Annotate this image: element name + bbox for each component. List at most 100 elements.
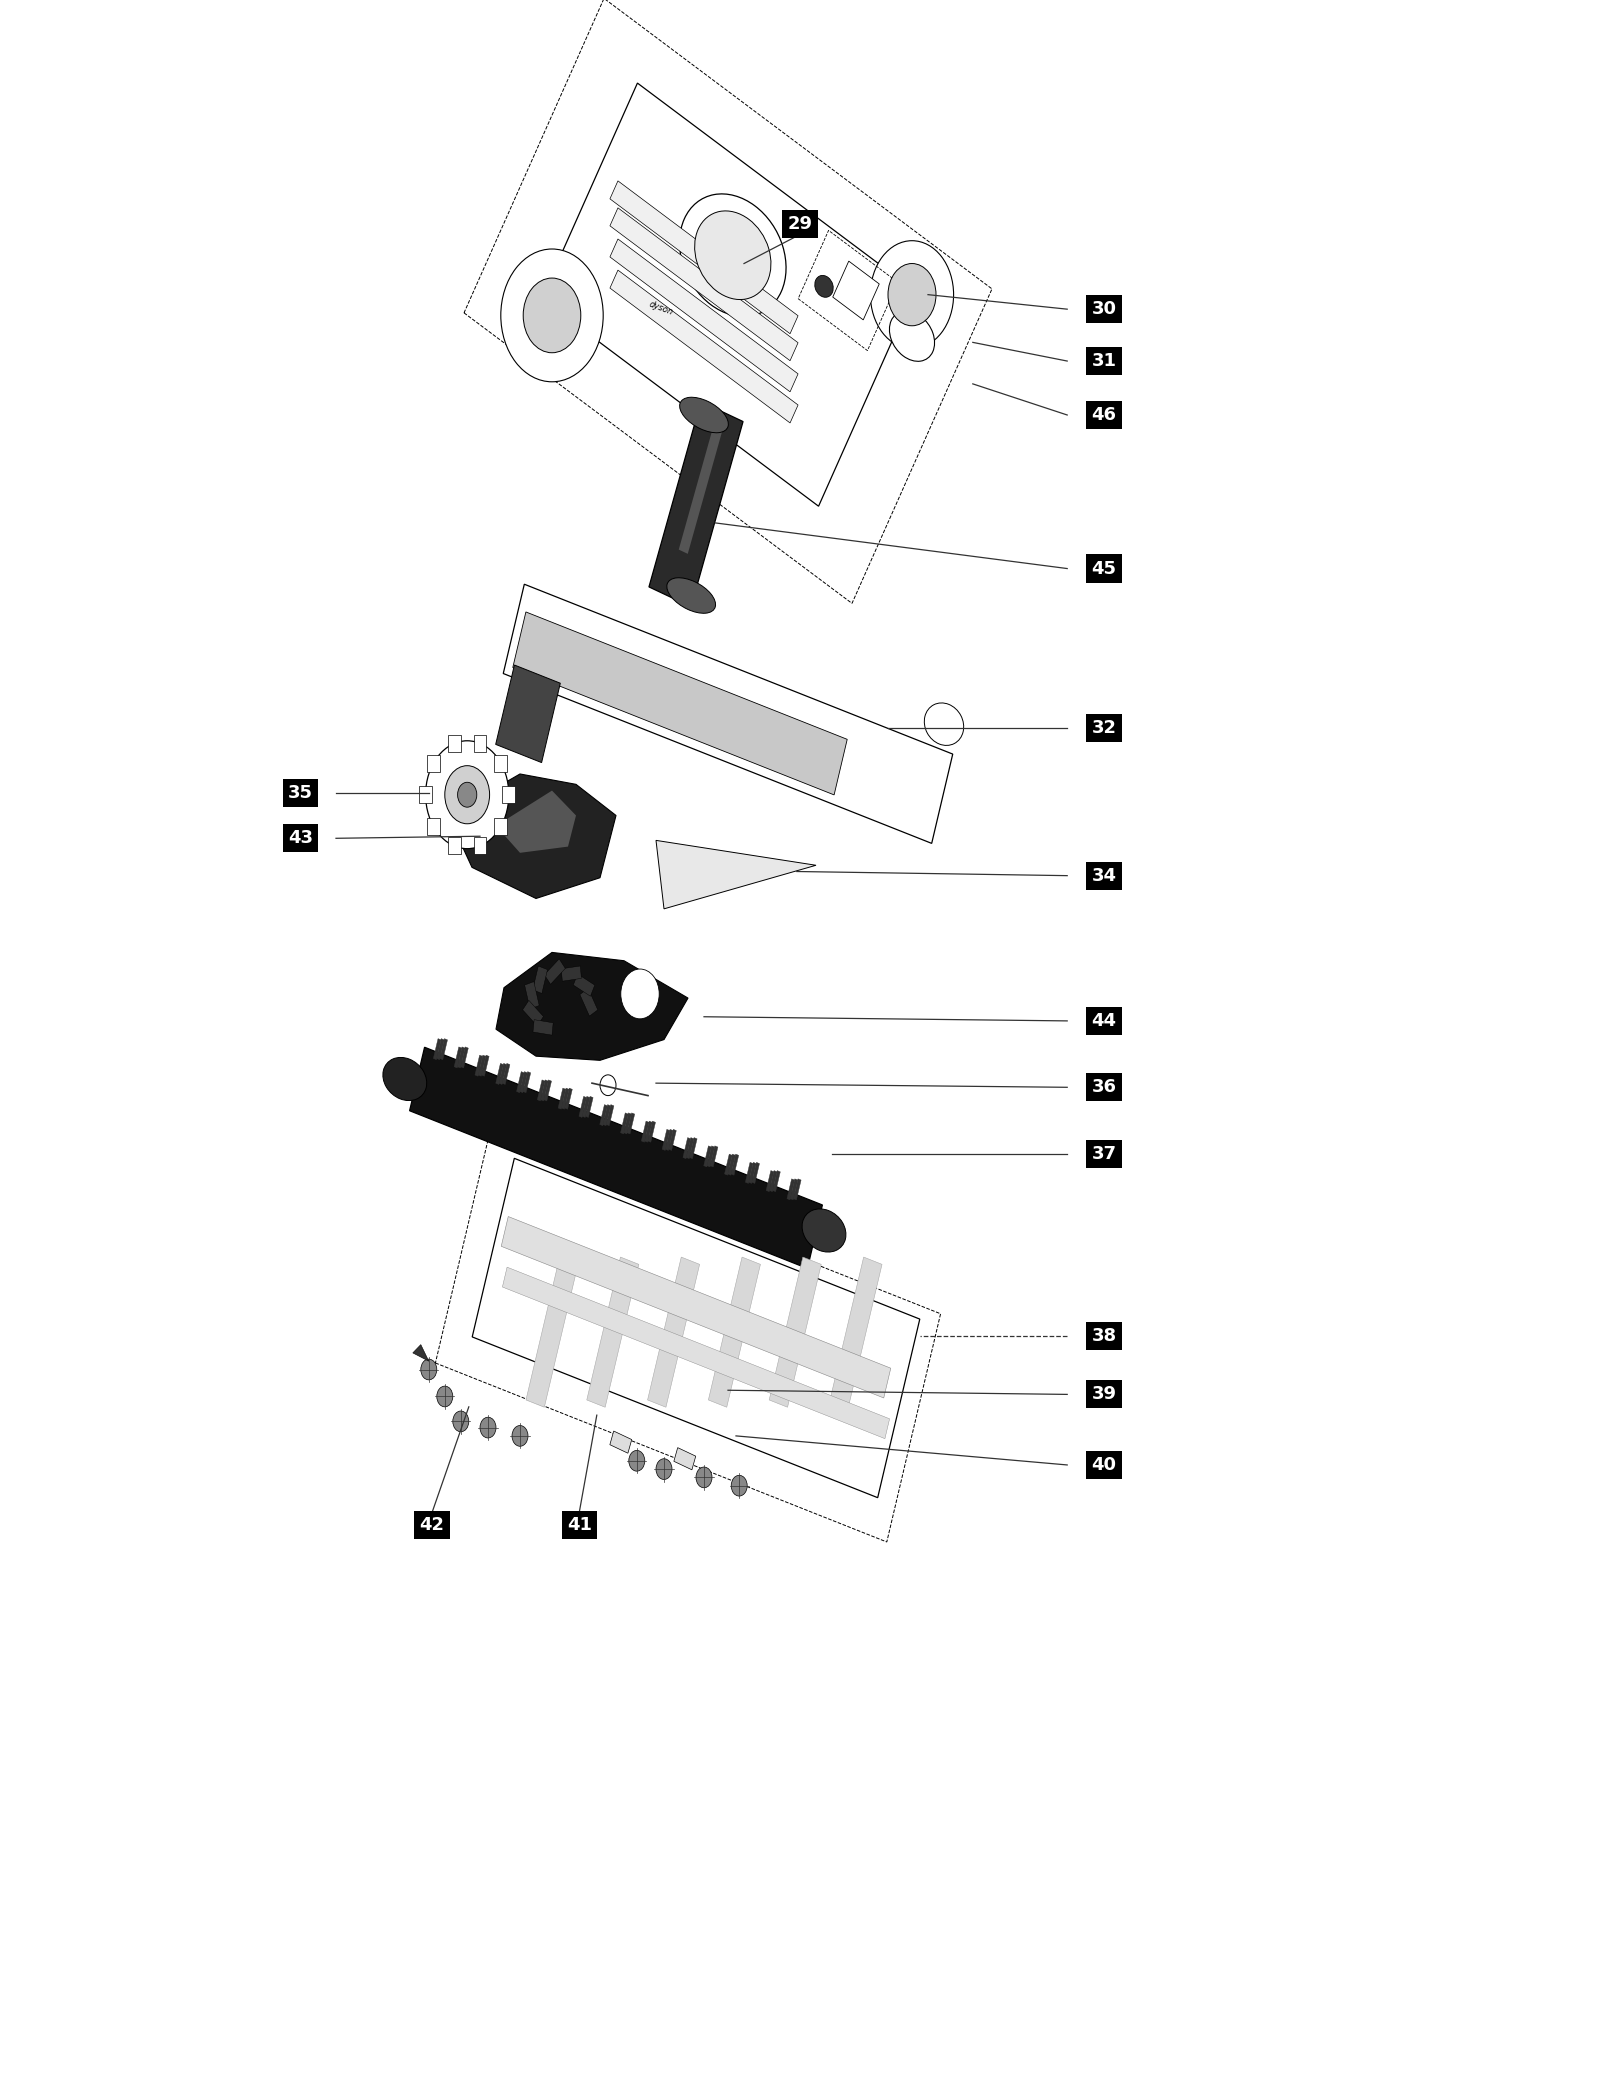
- Bar: [582, 1096, 590, 1118]
- Bar: [621, 1112, 629, 1133]
- Bar: [502, 786, 515, 803]
- Circle shape: [501, 249, 603, 382]
- Bar: [610, 239, 798, 392]
- Bar: [464, 0, 992, 604]
- Bar: [565, 1087, 573, 1110]
- Bar: [648, 1257, 699, 1407]
- Polygon shape: [413, 1345, 429, 1361]
- Text: 39: 39: [1091, 1386, 1117, 1403]
- Bar: [666, 1129, 674, 1150]
- Circle shape: [629, 1450, 645, 1471]
- Circle shape: [445, 766, 490, 824]
- Text: 30: 30: [1091, 301, 1117, 317]
- Bar: [541, 83, 915, 506]
- Bar: [610, 270, 798, 423]
- Bar: [573, 973, 595, 996]
- Bar: [610, 1432, 632, 1452]
- Bar: [541, 1079, 549, 1102]
- Bar: [749, 1162, 757, 1183]
- Bar: [624, 1112, 632, 1133]
- Polygon shape: [496, 952, 688, 1060]
- Bar: [790, 1179, 798, 1199]
- Bar: [830, 1257, 882, 1407]
- Bar: [475, 1056, 483, 1077]
- Bar: [770, 1257, 821, 1407]
- Polygon shape: [656, 840, 816, 909]
- Text: 35: 35: [288, 784, 314, 801]
- Bar: [669, 1129, 677, 1150]
- Bar: [544, 1079, 552, 1102]
- Bar: [440, 1040, 448, 1060]
- Bar: [690, 1137, 698, 1158]
- Bar: [579, 1096, 587, 1118]
- Bar: [427, 755, 440, 772]
- Bar: [586, 1096, 594, 1118]
- Bar: [603, 1104, 611, 1125]
- Circle shape: [523, 278, 581, 353]
- Bar: [523, 1071, 531, 1094]
- Circle shape: [480, 1417, 496, 1438]
- Text: 41: 41: [566, 1517, 592, 1533]
- Text: 31: 31: [1091, 353, 1117, 369]
- Text: dyson: dyson: [648, 301, 675, 317]
- Bar: [686, 1137, 694, 1158]
- Bar: [517, 1071, 525, 1094]
- Text: 40: 40: [1091, 1457, 1117, 1473]
- Bar: [448, 735, 461, 751]
- Bar: [525, 981, 539, 1008]
- Bar: [526, 1257, 578, 1407]
- Text: 42: 42: [419, 1517, 445, 1533]
- Bar: [419, 786, 432, 803]
- Bar: [496, 1062, 504, 1085]
- Bar: [538, 1079, 546, 1102]
- Bar: [610, 181, 798, 334]
- Circle shape: [656, 1459, 672, 1479]
- Text: 44: 44: [1091, 1013, 1117, 1029]
- Bar: [558, 1087, 566, 1110]
- Circle shape: [731, 1475, 747, 1496]
- Polygon shape: [496, 791, 576, 853]
- Circle shape: [696, 1467, 712, 1488]
- Bar: [474, 838, 486, 855]
- Circle shape: [453, 1411, 469, 1432]
- Bar: [587, 1257, 638, 1407]
- Bar: [427, 818, 440, 834]
- Bar: [832, 261, 880, 320]
- Bar: [770, 1170, 778, 1191]
- Circle shape: [426, 741, 509, 849]
- Bar: [533, 967, 547, 994]
- Bar: [627, 1112, 635, 1133]
- Circle shape: [600, 1075, 616, 1096]
- Bar: [704, 1145, 712, 1166]
- Bar: [434, 1040, 442, 1060]
- Bar: [798, 230, 898, 351]
- Bar: [678, 413, 726, 554]
- Circle shape: [512, 1426, 528, 1446]
- Bar: [674, 1448, 696, 1469]
- Circle shape: [421, 1359, 437, 1380]
- Bar: [502, 1062, 510, 1085]
- Bar: [482, 1056, 490, 1077]
- Bar: [709, 1257, 760, 1407]
- Bar: [752, 1162, 760, 1183]
- Circle shape: [621, 969, 659, 1019]
- Bar: [461, 1048, 469, 1069]
- Bar: [562, 1087, 570, 1110]
- Bar: [662, 1129, 670, 1150]
- Text: 32: 32: [1091, 720, 1117, 737]
- Bar: [448, 838, 461, 855]
- Bar: [544, 959, 565, 984]
- Circle shape: [437, 1386, 453, 1407]
- Bar: [501, 1216, 891, 1399]
- Bar: [562, 967, 581, 981]
- Bar: [710, 1145, 718, 1166]
- Text: 34: 34: [1091, 867, 1117, 884]
- Bar: [766, 1170, 774, 1191]
- Bar: [472, 1158, 920, 1498]
- Circle shape: [458, 782, 477, 807]
- Bar: [728, 1154, 736, 1174]
- Bar: [520, 1071, 528, 1094]
- Ellipse shape: [680, 193, 786, 317]
- Bar: [494, 755, 507, 772]
- Bar: [746, 1162, 754, 1183]
